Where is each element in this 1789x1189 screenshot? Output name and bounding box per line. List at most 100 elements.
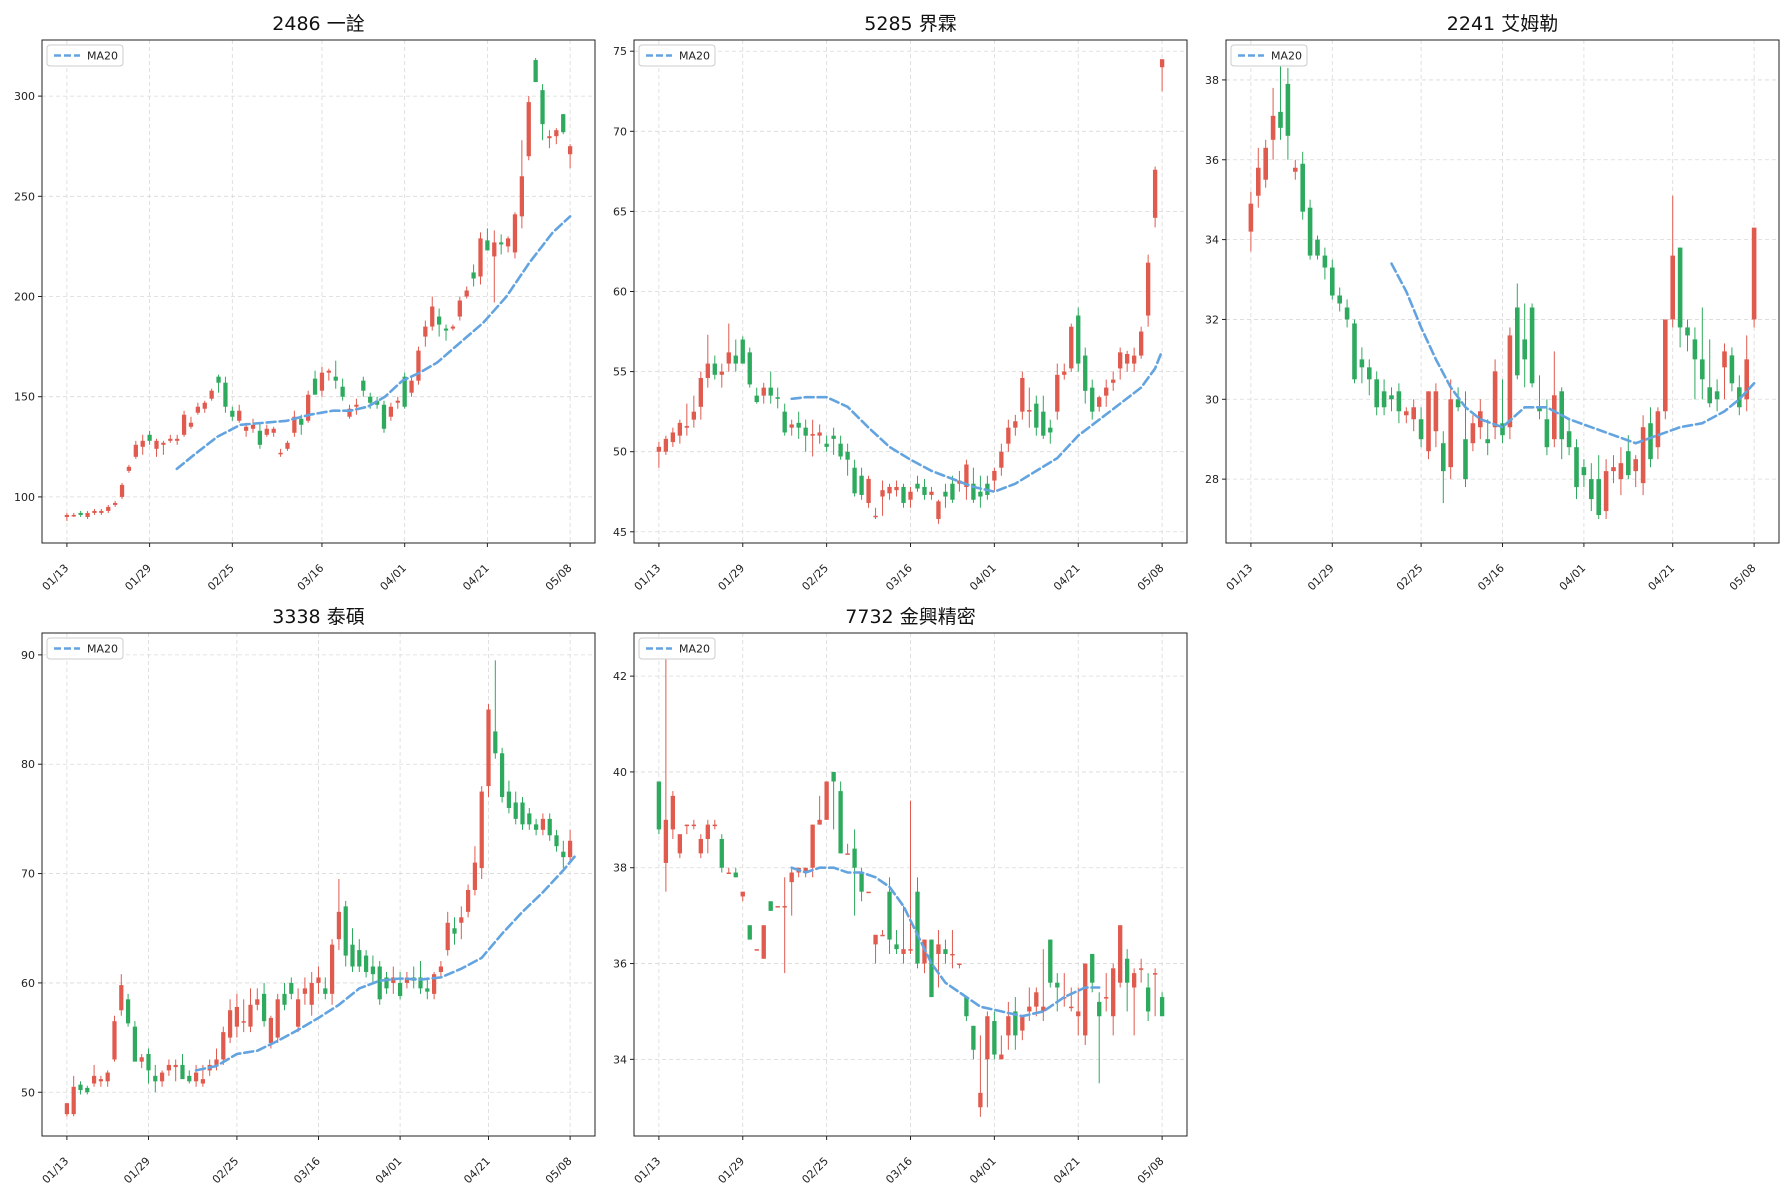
x-tick-label: 02/25 [799,1155,831,1187]
candle-body [866,891,871,894]
candle-body [929,491,934,495]
candle-up [1255,147,1261,208]
candle-up [221,1026,226,1065]
candle-body [1090,387,1095,412]
candle-down [838,435,843,460]
candle-up [319,366,325,397]
candle-up [547,130,552,149]
candle-up [992,467,997,492]
candle-up [1020,371,1025,420]
legend-label: MA20 [1271,50,1302,63]
candle-body [1111,379,1116,383]
candle-down [216,374,221,393]
candle-down [361,376,366,397]
candle-down [1692,327,1698,400]
candle-up [1603,459,1609,520]
candle-down [1596,455,1601,520]
candle-up [1041,949,1046,1022]
candle-up [1722,343,1727,400]
candle-body [333,376,338,381]
candle-body [873,934,878,945]
candle-up [684,403,690,436]
candle-body [243,426,249,431]
candle-down [1685,319,1690,352]
candle-body [347,408,352,417]
candle-up [957,963,962,969]
candle-down [1537,375,1542,420]
candle-up [133,440,138,459]
candle-body [133,444,138,457]
candles [64,58,573,521]
candle-body [1329,267,1335,296]
candle-body [1352,323,1357,380]
candle-body [803,867,808,873]
candle-up [64,512,70,521]
candle-up [472,846,478,896]
candle-body [1322,255,1328,268]
y-tick-label: 28 [1205,473,1219,486]
x-tick-label: 03/16 [883,1155,915,1187]
candle-body [384,977,389,989]
candle-body [1507,335,1513,428]
candle-down [1522,303,1527,388]
candle-body [1463,439,1468,480]
candle-body [747,925,752,940]
candle-up [237,404,242,423]
candle-up [789,419,794,436]
candle-down [1300,151,1305,220]
candle-down [1352,319,1357,384]
candle-up [71,512,76,517]
candle-body [295,999,301,1027]
candle-body [1485,439,1490,444]
candle-down [471,264,476,287]
candle-body [992,470,997,481]
candle-down [1677,247,1683,348]
candle-body [547,818,552,836]
candle-up [677,419,683,444]
candle-body [1603,471,1609,512]
candle-down [1566,419,1572,456]
y-tick-label: 40 [613,766,627,779]
candle-body [430,306,435,327]
candle-body [1315,239,1320,256]
candle-body [1611,467,1616,472]
candle-body [901,949,906,954]
candle-down [289,977,294,1000]
candle-body [782,411,787,433]
candle-down [1381,379,1387,416]
candle-up [1152,968,1158,1017]
candle-body [230,410,235,417]
candle-body [1076,1011,1081,1017]
candle-up [824,781,829,820]
candles [656,59,1165,524]
candle-up [85,510,90,519]
candle-body [1138,331,1144,356]
x-axis: 01/13 01/29 02/25 03/16 04/01 04/21 05/08 [632,1136,1167,1186]
candle-body [363,955,369,972]
candle-body [908,949,913,951]
candle-body [964,464,969,487]
candle-down [312,370,318,395]
candle-body [326,370,331,373]
candle-down [1729,347,1735,392]
candle-body [677,834,683,854]
legend-box [1230,44,1308,67]
candle-body [271,428,276,433]
candle-body [181,414,187,435]
candle-body [677,422,683,436]
candle-down [1315,235,1320,260]
candle-up [929,486,934,500]
candle-down [1097,992,1102,1084]
candle-up [486,704,491,798]
candle-down [547,813,552,841]
candle-body [978,491,983,497]
candle-up [1618,447,1624,496]
y-axis: 45 50 55 60 65 70 75 [613,45,634,539]
candle-body [1552,395,1557,440]
candle-down [859,467,864,500]
candle-up [698,371,703,420]
candle-up [1552,351,1557,448]
candle-down [485,228,490,251]
candle-up [105,1070,110,1087]
